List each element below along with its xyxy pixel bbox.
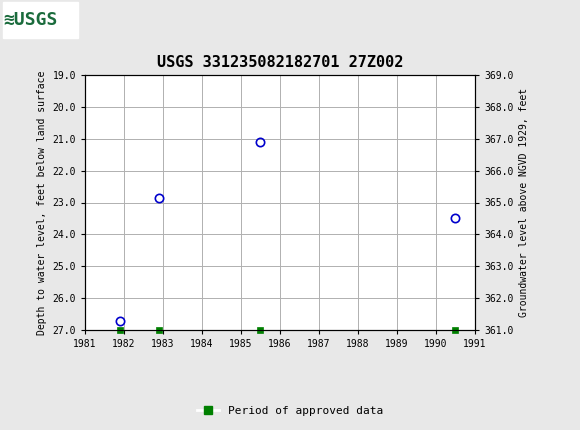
Y-axis label: Depth to water level, feet below land surface: Depth to water level, feet below land su… [37,71,47,335]
Y-axis label: Groundwater level above NGVD 1929, feet: Groundwater level above NGVD 1929, feet [519,88,529,317]
Text: ≋USGS: ≋USGS [3,11,57,29]
Legend: Period of approved data: Period of approved data [193,401,387,420]
FancyBboxPatch shape [3,2,78,38]
Title: USGS 331235082182701 27Z002: USGS 331235082182701 27Z002 [157,55,403,70]
